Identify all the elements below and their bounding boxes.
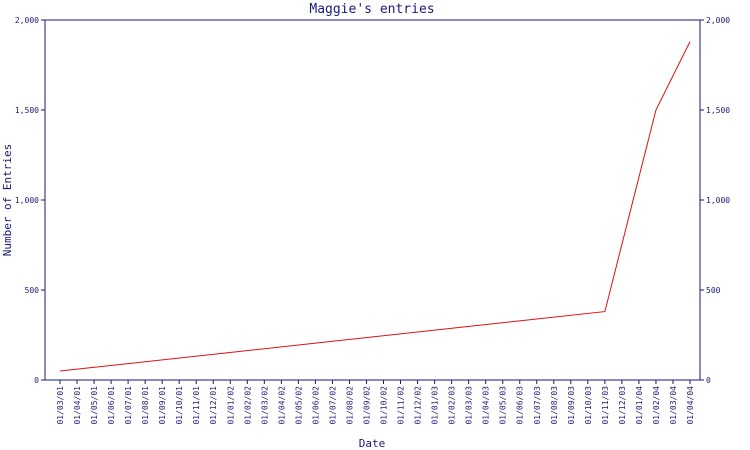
- x-tick-label: 01/03/02: [260, 386, 269, 425]
- x-tick-label: 01/09/02: [362, 386, 371, 425]
- x-tick-label: 01/10/01: [175, 386, 184, 425]
- x-tick-label: 01/02/03: [448, 386, 457, 425]
- x-tick-label: 01/01/04: [635, 386, 644, 425]
- x-tick-label: 01/08/02: [345, 386, 354, 425]
- x-tick-label: 01/02/02: [243, 386, 252, 425]
- x-tick-label: 01/06/01: [107, 386, 116, 425]
- plot-frame: [44, 19, 701, 381]
- x-tick-label: 01/11/03: [601, 386, 610, 425]
- x-tick-label: 01/03/04: [669, 386, 678, 425]
- x-tick-label: 01/08/01: [141, 386, 150, 425]
- x-tick-label: 01/05/01: [90, 386, 99, 425]
- x-tick-label: 01/06/03: [516, 386, 525, 425]
- x-tick-label: 01/09/03: [567, 386, 576, 425]
- series-layer: [59, 41, 691, 372]
- y-tick-label-left: 2,000: [15, 16, 39, 25]
- y-axis-left-ticks: 0 500 1,000 1,500 2,000: [15, 16, 45, 385]
- x-tick-label: 01/12/01: [209, 386, 218, 425]
- x-tick-label: 01/07/02: [328, 386, 337, 425]
- x-tick-label: 01/05/02: [294, 386, 303, 425]
- y-tick-label-left: 1,500: [15, 106, 39, 115]
- x-tick-label: 01/01/03: [431, 386, 440, 425]
- x-tick-label: 01/10/03: [584, 386, 593, 425]
- chart-title: Maggie's entries: [309, 2, 434, 17]
- x-tick-label: 01/04/03: [482, 386, 491, 425]
- y-axis-title: Number of Entries: [1, 144, 14, 257]
- x-tick-label: 01/05/03: [499, 386, 508, 425]
- x-tick-label: 01/03/01: [56, 386, 65, 425]
- x-axis-ticks: 01/03/01 01/04/01 01/05/01 01/06/01 01/07/01…: [56, 380, 695, 425]
- x-tick-label: 01/12/03: [618, 386, 627, 425]
- x-tick-label: 01/04/01: [73, 386, 82, 425]
- x-tick-label: 01/09/01: [158, 386, 167, 425]
- y-tick-label-left: 0: [34, 376, 39, 385]
- x-tick-label: 01/02/04: [652, 386, 661, 425]
- y-tick-label-left: 500: [25, 286, 40, 295]
- x-tick-label: 01/01/02: [226, 386, 235, 425]
- x-tick-label: 01/11/02: [397, 386, 406, 425]
- x-axis-title: Date: [359, 437, 386, 450]
- x-tick-label: 01/03/03: [465, 386, 474, 425]
- x-tick-label: 01/10/02: [380, 386, 389, 425]
- x-tick-label: 01/07/01: [124, 386, 133, 425]
- x-tick-label: 01/04/02: [277, 386, 286, 425]
- series-line: [59, 41, 691, 372]
- y-tick-label-right: 2,000: [706, 16, 730, 25]
- y-tick-label-right: 1,000: [706, 196, 730, 205]
- y-tick-label-right: 500: [706, 286, 721, 295]
- x-tick-label: 01/07/03: [533, 386, 542, 425]
- y-tick-label-right: 0: [706, 376, 711, 385]
- x-tick-label: 01/06/02: [311, 386, 320, 425]
- x-tick-label: 01/08/03: [550, 386, 559, 425]
- x-tick-label: 01/11/01: [192, 386, 201, 425]
- y-tick-label-left: 1,000: [15, 196, 39, 205]
- y-tick-label-right: 1,500: [706, 106, 730, 115]
- x-tick-label: 01/04/04: [686, 386, 695, 425]
- x-tick-label: 01/12/02: [414, 386, 423, 425]
- y-axis-right-ticks: 0 500 1,000 1,500 2,000: [700, 16, 730, 385]
